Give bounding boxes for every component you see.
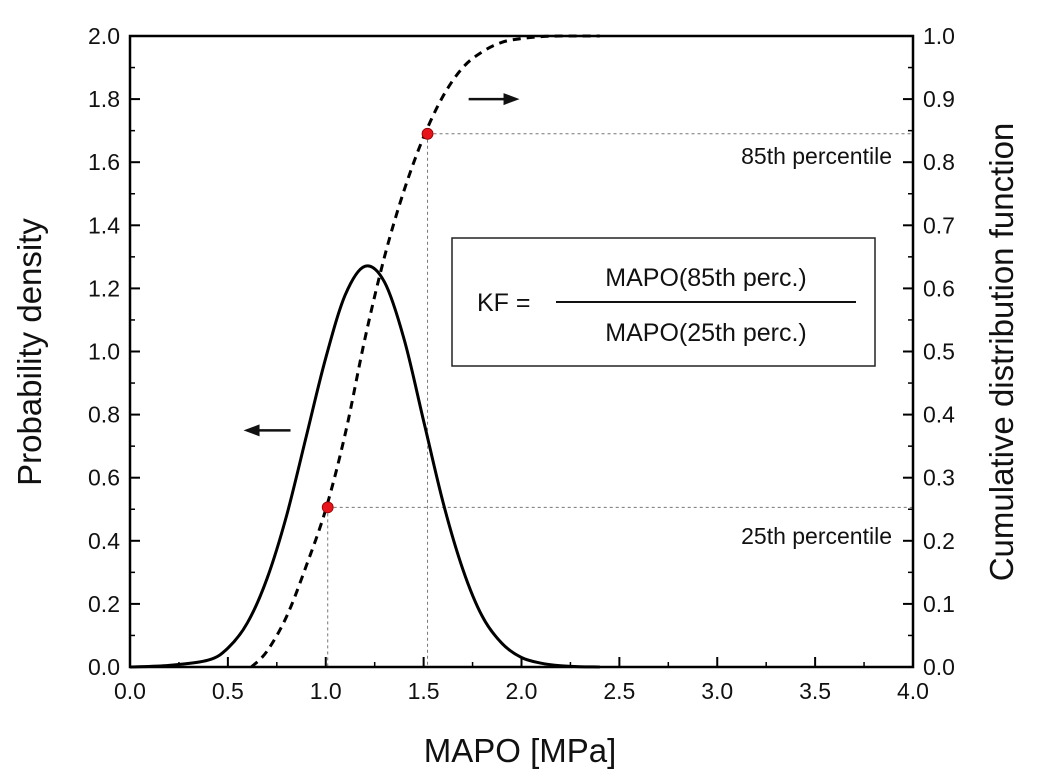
y-right-tick-label: 0.4 bbox=[923, 402, 955, 428]
y-right-tick-label: 0.5 bbox=[923, 339, 955, 365]
x-tick-label: 2.0 bbox=[506, 678, 538, 704]
y-left-tick-label: 0.8 bbox=[88, 402, 120, 428]
y-right-tick-label: 0.3 bbox=[923, 465, 955, 491]
y-left-tick-label: 1.8 bbox=[88, 86, 120, 112]
x-tick-label: 3.0 bbox=[701, 678, 733, 704]
x-tick-label: 1.5 bbox=[408, 678, 440, 704]
x-tick-label: 3.5 bbox=[799, 678, 831, 704]
y-left-tick-label: 0.4 bbox=[88, 528, 120, 554]
formula-box: KF = MAPO(85th perc.) MAPO(25th perc.) bbox=[451, 237, 876, 367]
y-right-axis-title: Cumulative distribution function bbox=[983, 123, 1020, 582]
y-left-tick-label: 0.2 bbox=[88, 591, 120, 617]
y-left-axis-title: Probability density bbox=[11, 218, 48, 486]
y-left-tick-label: 0.0 bbox=[88, 654, 120, 680]
y-left-tick-label: 0.6 bbox=[88, 465, 120, 491]
x-tick-label: 0.0 bbox=[114, 678, 146, 704]
y-left-tick-label: 1.6 bbox=[88, 149, 120, 175]
x-tick-label: 4.0 bbox=[897, 678, 929, 704]
y-right-tick-label: 0.1 bbox=[923, 591, 955, 617]
formula-numerator: MAPO(85th perc.) bbox=[605, 264, 806, 292]
y-right-tick-label: 0.6 bbox=[923, 275, 955, 301]
y-left-tick-label: 1.0 bbox=[88, 339, 120, 365]
x-axis-title: MAPO [MPa] bbox=[424, 732, 617, 769]
x-tick-label: 0.5 bbox=[212, 678, 244, 704]
y-right-tick-label: 0.2 bbox=[923, 528, 955, 554]
percentile-marker-0 bbox=[321, 501, 334, 514]
annotation-85th-percentile: 85th percentile bbox=[741, 143, 892, 169]
y-left-tick-label: 2.0 bbox=[88, 23, 120, 49]
annotation-25th-percentile: 25th percentile bbox=[741, 523, 892, 549]
y-right-tick-label: 0.9 bbox=[923, 86, 955, 112]
pdf-curve bbox=[129, 264, 600, 669]
arrow-left-head bbox=[243, 424, 260, 437]
arrow-right-head bbox=[503, 93, 520, 106]
formula-lhs: KF = bbox=[477, 289, 531, 317]
y-left-tick-label: 1.2 bbox=[88, 275, 120, 301]
x-tick-label: 1.0 bbox=[310, 678, 342, 704]
percentile-marker-1 bbox=[421, 127, 434, 140]
formula-denominator: MAPO(25th perc.) bbox=[605, 319, 806, 347]
y-right-tick-label: 0.0 bbox=[923, 654, 955, 680]
y-right-tick-label: 0.8 bbox=[923, 149, 955, 175]
y-left-tick-label: 1.4 bbox=[88, 212, 120, 238]
y-right-tick-label: 0.7 bbox=[923, 212, 955, 238]
y-right-tick-label: 1.0 bbox=[923, 23, 955, 49]
x-tick-label: 2.5 bbox=[603, 678, 635, 704]
